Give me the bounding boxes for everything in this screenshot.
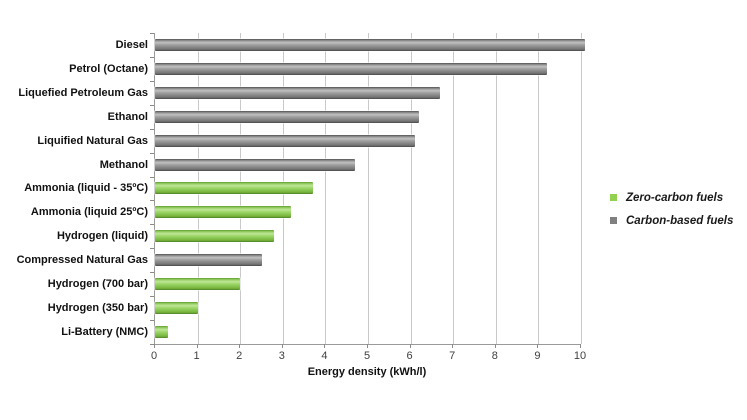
y-axis-tick xyxy=(150,152,154,154)
bar-row xyxy=(155,33,586,57)
y-axis-tick xyxy=(150,224,154,226)
x-axis-tick-label: 1 xyxy=(193,350,200,362)
gridline xyxy=(538,33,540,344)
bar-row xyxy=(155,177,581,201)
x-axis-tick-label: 0 xyxy=(150,350,158,362)
x-axis-title: Energy density (kWh/l) xyxy=(307,366,427,378)
bar-row xyxy=(155,200,581,224)
y-axis-tick xyxy=(150,344,154,345)
legend-entry-zero-carbon: Zero-carbon fuels xyxy=(610,186,733,209)
category-label: Ethanol xyxy=(107,110,148,123)
x-axis-tick-label: 8 xyxy=(491,350,498,362)
x-axis-tick-label: 7 xyxy=(449,350,456,362)
x-axis-tick xyxy=(239,344,241,348)
category-label: Li-Battery (NMC) xyxy=(61,326,148,339)
legend-label: Zero-carbon fuels xyxy=(626,191,724,204)
legend-label: Carbon-based fuels xyxy=(626,214,734,227)
x-axis-tick-label: 9 xyxy=(534,350,541,362)
category-label: Hydrogen (liquid) xyxy=(56,230,148,243)
x-axis-tick xyxy=(367,344,368,348)
x-axis-tick xyxy=(281,344,283,348)
gridline xyxy=(410,33,412,344)
x-axis-tick-label: 5 xyxy=(363,350,371,362)
category-label: Petrol (Octane) xyxy=(69,62,148,75)
y-axis-tick xyxy=(150,176,154,178)
y-axis-tick xyxy=(150,80,154,82)
bar-row xyxy=(155,272,581,296)
x-axis-tick xyxy=(537,344,539,348)
x-axis-tick xyxy=(494,344,496,348)
x-axis-tick xyxy=(324,344,326,348)
bar-li-battery-nmc xyxy=(155,326,168,339)
bar-row xyxy=(155,129,581,153)
gridline xyxy=(368,33,369,344)
y-axis-tick xyxy=(150,200,154,202)
bar-methanol xyxy=(155,158,356,171)
bar-hydrogen-350-bar xyxy=(155,302,198,315)
y-axis-tick xyxy=(150,128,154,130)
legend-swatch-zero-carbon-icon xyxy=(610,194,617,201)
legend-swatch-carbon-based-icon xyxy=(610,217,617,224)
y-axis-tick xyxy=(150,33,154,34)
bar-hydrogen-700-bar xyxy=(155,278,241,291)
x-axis-tick xyxy=(409,344,411,348)
category-label: Compressed Natural Gas xyxy=(16,254,148,267)
x-axis-tick-label: 10 xyxy=(573,350,587,362)
plot-area xyxy=(154,33,586,345)
gridline xyxy=(495,33,497,344)
x-axis-tick-label: 3 xyxy=(278,350,285,362)
bar-row xyxy=(155,224,581,248)
y-axis-tick xyxy=(150,320,154,322)
x-axis-tick-label: 4 xyxy=(321,350,328,362)
x-axis-tick xyxy=(196,344,198,348)
x-axis-tick xyxy=(154,344,155,348)
bar-row xyxy=(155,296,581,320)
y-axis-tick xyxy=(150,104,154,106)
x-axis-tick xyxy=(452,344,454,348)
bar-row xyxy=(155,248,581,272)
gridline xyxy=(453,33,455,344)
bar-petrol-octane xyxy=(155,62,547,75)
legend-entry-carbon-based: Carbon-based fuels xyxy=(610,209,733,232)
category-label: Ammonia (liquid - 35ºC) xyxy=(24,182,148,195)
bar-row xyxy=(155,153,581,177)
bar-hydrogen-liquid xyxy=(155,230,275,243)
y-axis-tick xyxy=(150,272,154,274)
bar-row xyxy=(155,81,581,105)
category-label: Liquefied Petroleum Gas xyxy=(18,86,148,99)
x-axis-tick-label: 2 xyxy=(236,350,243,362)
gridline xyxy=(325,33,327,344)
bar-row xyxy=(155,57,581,81)
bar-liquified-natural-gas xyxy=(155,134,415,147)
category-label: Hydrogen (350 bar) xyxy=(47,302,148,315)
x-axis-tick-label: 6 xyxy=(406,350,413,362)
category-axis-labels: Diesel Petrol (Octane) Liquefied Petroleum… xyxy=(0,33,148,344)
category-label: Diesel xyxy=(115,38,148,51)
y-axis-tick xyxy=(150,248,154,250)
y-axis-tick xyxy=(150,56,154,58)
bar-ethanol xyxy=(155,110,420,123)
y-axis-tick xyxy=(150,296,154,298)
bar-row xyxy=(155,105,581,129)
bar-ammonia-liquid-35-c xyxy=(155,182,313,195)
category-label: Liquified Natural Gas xyxy=(37,134,148,147)
bar-liquefied-petroleum-gas xyxy=(155,86,441,99)
bar-diesel xyxy=(155,38,586,51)
category-label: Ammonia (liquid 25ºC) xyxy=(30,206,148,219)
category-label: Hydrogen (700 bar) xyxy=(47,278,148,291)
bar-ammonia-liquid-25-c xyxy=(155,206,292,219)
x-axis-tick xyxy=(580,344,581,348)
legend: Zero-carbon fuels Carbon-based fuels xyxy=(610,186,733,232)
category-label: Methanol xyxy=(99,158,148,171)
gridline xyxy=(581,33,582,344)
bar-row xyxy=(155,320,581,344)
bar-compressed-natural-gas xyxy=(155,254,262,267)
